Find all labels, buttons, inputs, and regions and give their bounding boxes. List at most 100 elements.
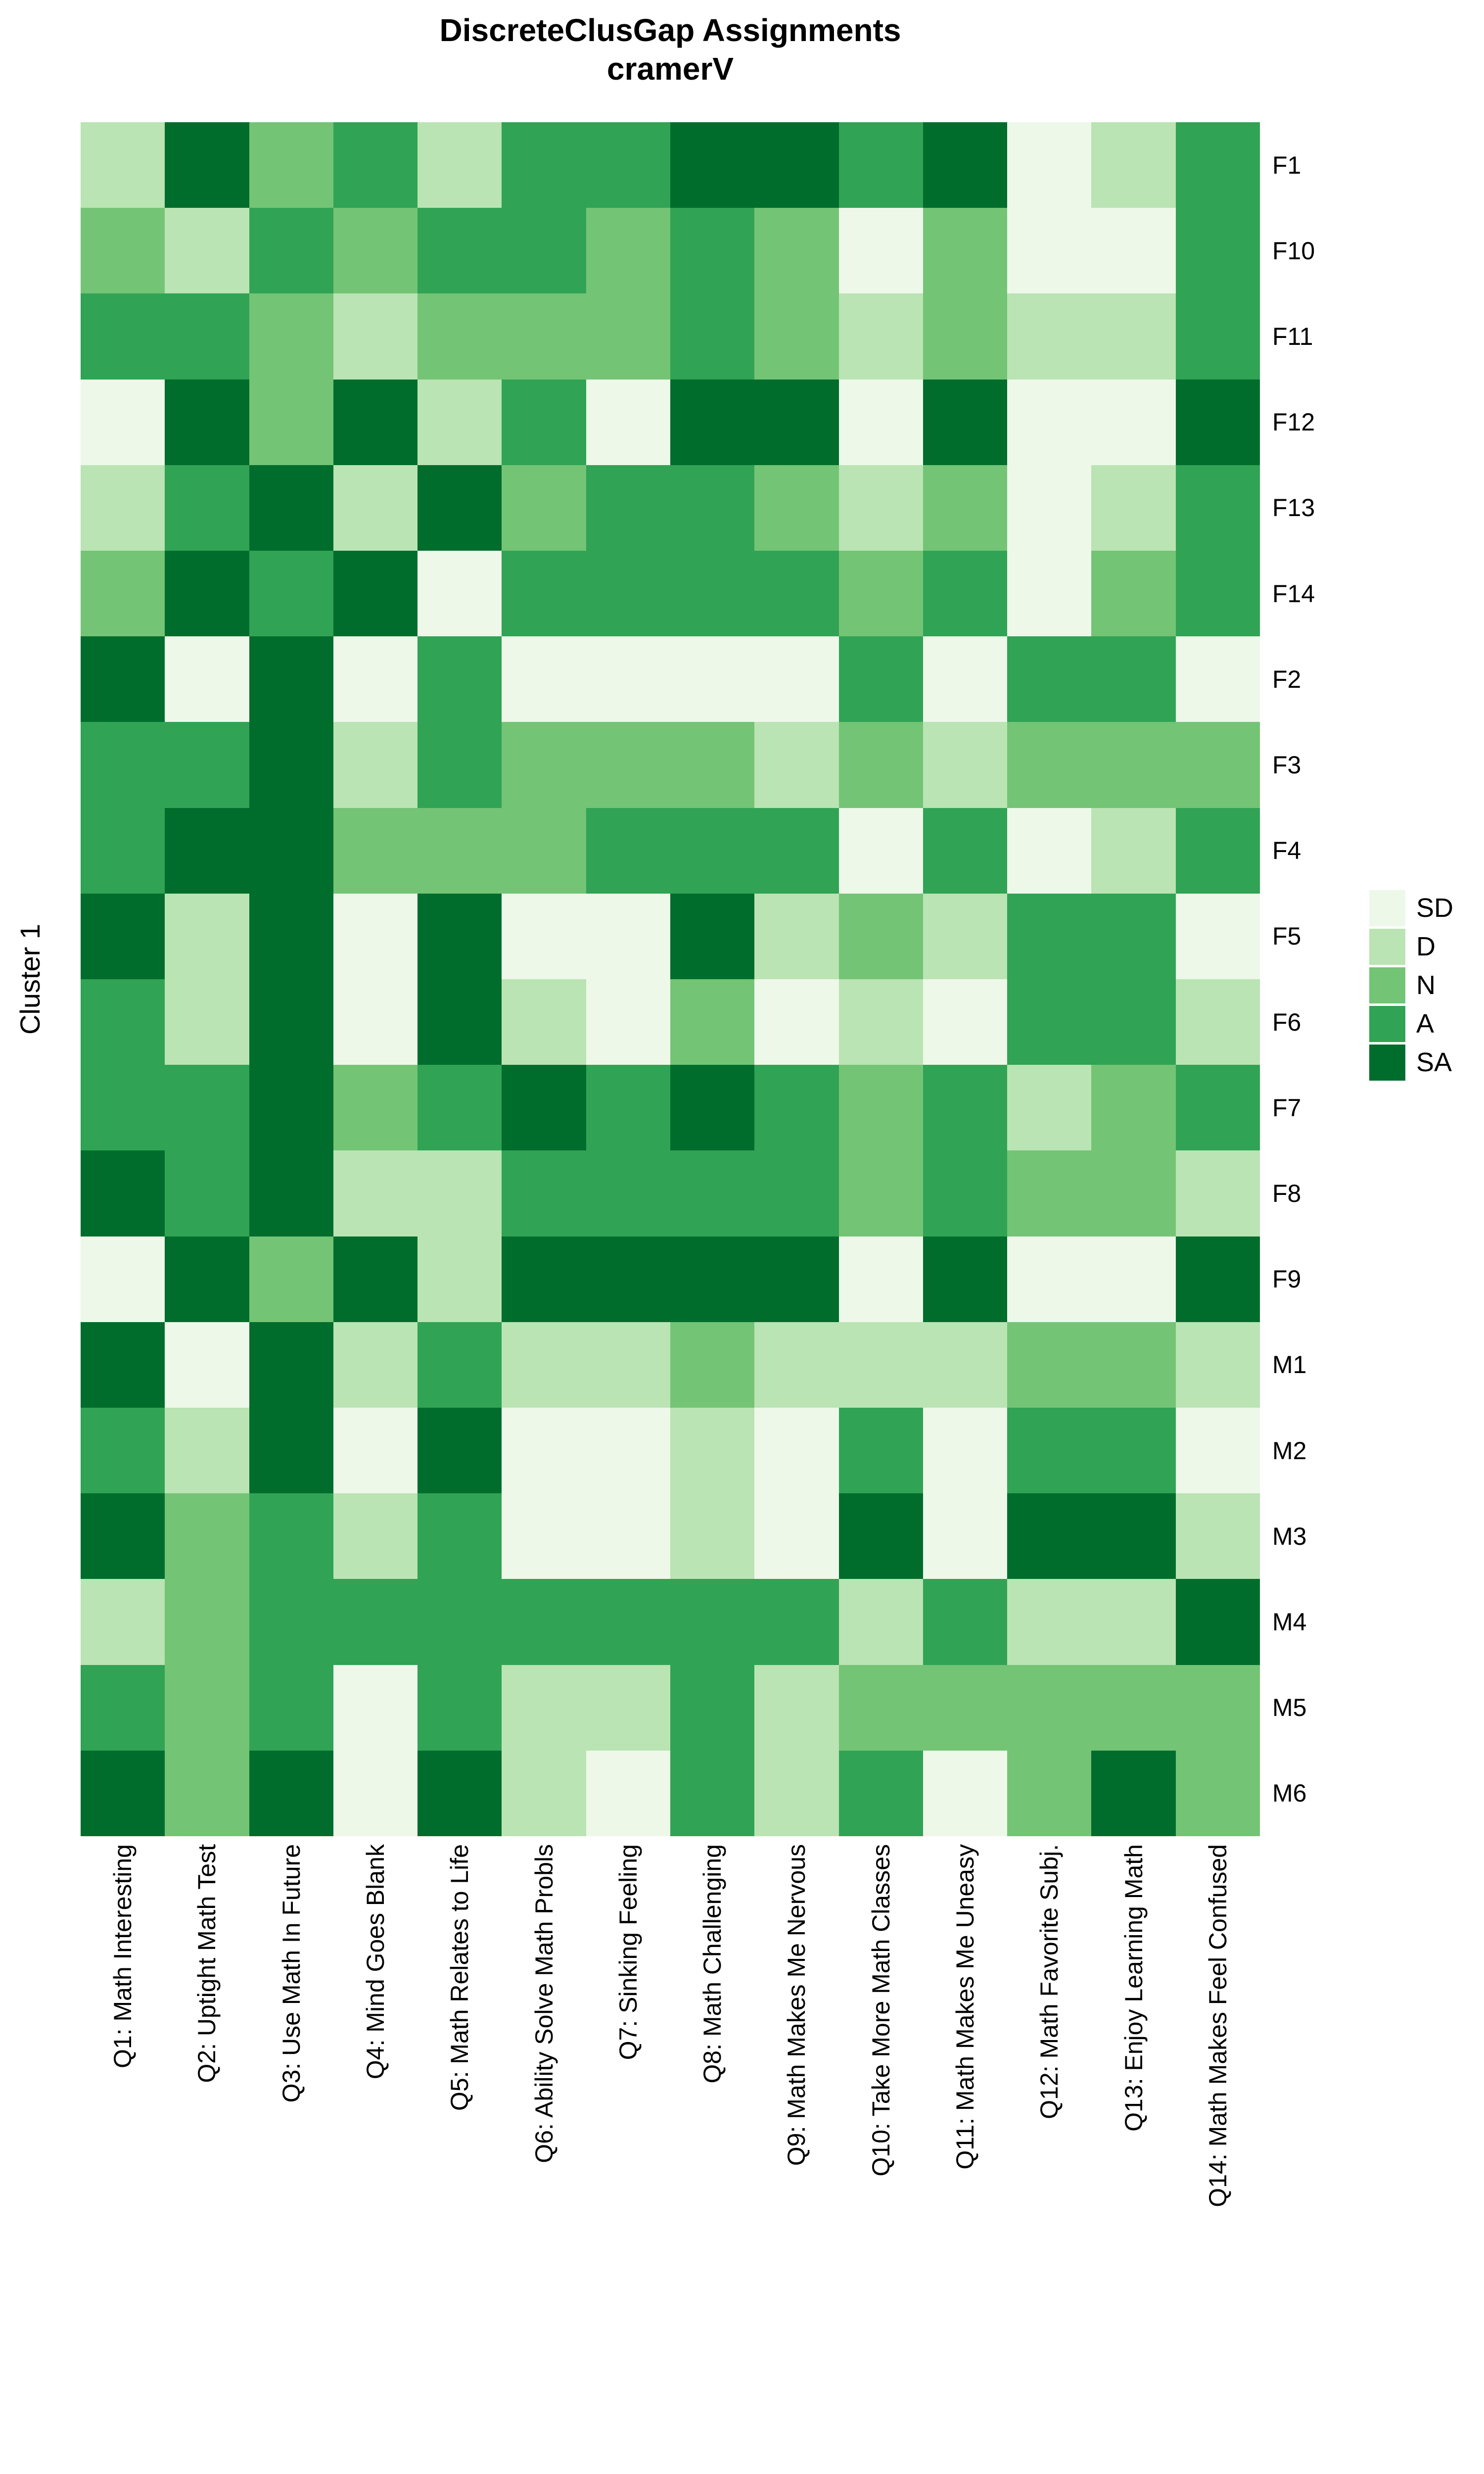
heatmap-cell	[1007, 636, 1092, 722]
heatmap-cell	[1007, 1236, 1092, 1322]
heatmap-cell	[670, 1150, 755, 1237]
heatmap-cell	[249, 1236, 333, 1322]
heatmap-cell	[249, 1150, 333, 1237]
heatmap-cell	[586, 379, 670, 465]
heatmap-cell	[923, 1750, 1008, 1836]
row-label: F11	[1272, 323, 1313, 350]
row-label: M5	[1272, 1694, 1307, 1722]
col-label: Q2: Uptight Math Test	[193, 1844, 221, 2083]
heatmap-cell	[1091, 1150, 1176, 1237]
heatmap-cell	[1091, 979, 1176, 1065]
heatmap-cell	[754, 379, 839, 465]
heatmap-cell	[333, 979, 418, 1065]
heatmap-cell	[249, 1322, 333, 1408]
heatmap-cell	[754, 893, 839, 979]
heatmap-cell	[1007, 122, 1092, 208]
heatmap-cell	[417, 1665, 502, 1751]
heatmap-cell	[81, 808, 165, 894]
heatmap-grid	[81, 122, 1260, 1836]
heatmap-cell	[249, 636, 333, 722]
heatmap-cell	[502, 1750, 586, 1836]
heatmap-cell	[417, 1407, 502, 1494]
heatmap-cell	[165, 636, 249, 722]
heatmap-cell	[417, 636, 502, 722]
heatmap-cell	[417, 550, 502, 637]
col-label: Q6: Ability Solve Math Probls	[530, 1844, 558, 2163]
heatmap-cell	[502, 1579, 586, 1665]
heatmap-cell	[586, 1407, 670, 1494]
heatmap-cell	[586, 293, 670, 380]
heatmap-cell	[838, 1150, 923, 1237]
heatmap-cell	[502, 979, 586, 1065]
heatmap-cell	[1175, 893, 1260, 979]
row-label: F9	[1272, 1265, 1301, 1293]
legend-label: D	[1416, 932, 1436, 961]
heatmap-cell	[1175, 722, 1260, 808]
heatmap-cell	[333, 1065, 418, 1151]
heatmap-cell	[670, 722, 755, 808]
heatmap-cell	[81, 293, 165, 380]
heatmap-cell	[417, 1493, 502, 1579]
heatmap-cell	[249, 1407, 333, 1494]
heatmap-cell	[249, 1579, 333, 1665]
legend-label: N	[1416, 970, 1436, 1000]
heatmap-cell	[670, 1407, 755, 1494]
heatmap-cell	[81, 465, 165, 551]
heatmap-cell	[1091, 636, 1176, 722]
row-label: F4	[1272, 837, 1301, 865]
heatmap-cell	[165, 208, 249, 294]
heatmap-cell	[502, 1665, 586, 1751]
heatmap-cell	[502, 1493, 586, 1579]
heatmap-cell	[333, 550, 418, 637]
col-label: Q4: Mind Goes Blank	[362, 1844, 389, 2080]
heatmap-cell	[417, 122, 502, 208]
heatmap-cell	[502, 1236, 586, 1322]
heatmap-cell	[670, 465, 755, 551]
heatmap-cell	[923, 1579, 1008, 1665]
heatmap-cell	[923, 550, 1008, 637]
legend-swatch	[1369, 1045, 1405, 1081]
heatmap-cell	[249, 979, 333, 1065]
heatmap-cell	[754, 550, 839, 637]
legend-label: A	[1416, 1009, 1435, 1039]
heatmap-cell	[165, 122, 249, 208]
legend-swatch	[1369, 967, 1405, 1003]
legend-entry: N	[1369, 967, 1453, 1003]
heatmap-cell	[502, 122, 586, 208]
heatmap-cell	[1091, 808, 1176, 894]
heatmap-cell	[249, 550, 333, 637]
heatmap-cell	[165, 808, 249, 894]
heatmap-cell	[838, 722, 923, 808]
heatmap-cell	[81, 122, 165, 208]
heatmap-cell	[586, 722, 670, 808]
heatmap-cell	[1175, 1579, 1260, 1665]
col-label: Q10: Take More Math Classes	[867, 1844, 895, 2177]
heatmap-cell	[249, 722, 333, 808]
heatmap-cell	[670, 379, 755, 465]
heatmap-cell	[249, 379, 333, 465]
heatmap-cell	[249, 122, 333, 208]
heatmap-cell	[754, 122, 839, 208]
heatmap-cell	[333, 808, 418, 894]
heatmap-cell	[81, 1750, 165, 1836]
heatmap-cell	[81, 722, 165, 808]
heatmap-cell	[333, 1665, 418, 1751]
heatmap-cell	[1091, 1065, 1176, 1151]
heatmap-cell	[754, 208, 839, 294]
heatmap-cell	[417, 379, 502, 465]
heatmap-cell	[1091, 1750, 1176, 1836]
heatmap-cell	[1175, 122, 1260, 208]
heatmap-cell	[81, 636, 165, 722]
chart-title: DiscreteClusGap Assignments cramerV	[439, 11, 901, 88]
row-label: F2	[1272, 665, 1301, 693]
heatmap-cell	[586, 1750, 670, 1836]
y-axis-cluster-label: Cluster 1	[14, 923, 46, 1035]
heatmap-cell	[333, 722, 418, 808]
heatmap-cell	[838, 293, 923, 380]
heatmap-cell	[502, 465, 586, 551]
heatmap-cell	[165, 1750, 249, 1836]
heatmap-cell	[165, 1579, 249, 1665]
heatmap-cell	[1175, 1065, 1260, 1151]
heatmap-cell	[586, 1493, 670, 1579]
heatmap-cell	[1175, 1407, 1260, 1494]
